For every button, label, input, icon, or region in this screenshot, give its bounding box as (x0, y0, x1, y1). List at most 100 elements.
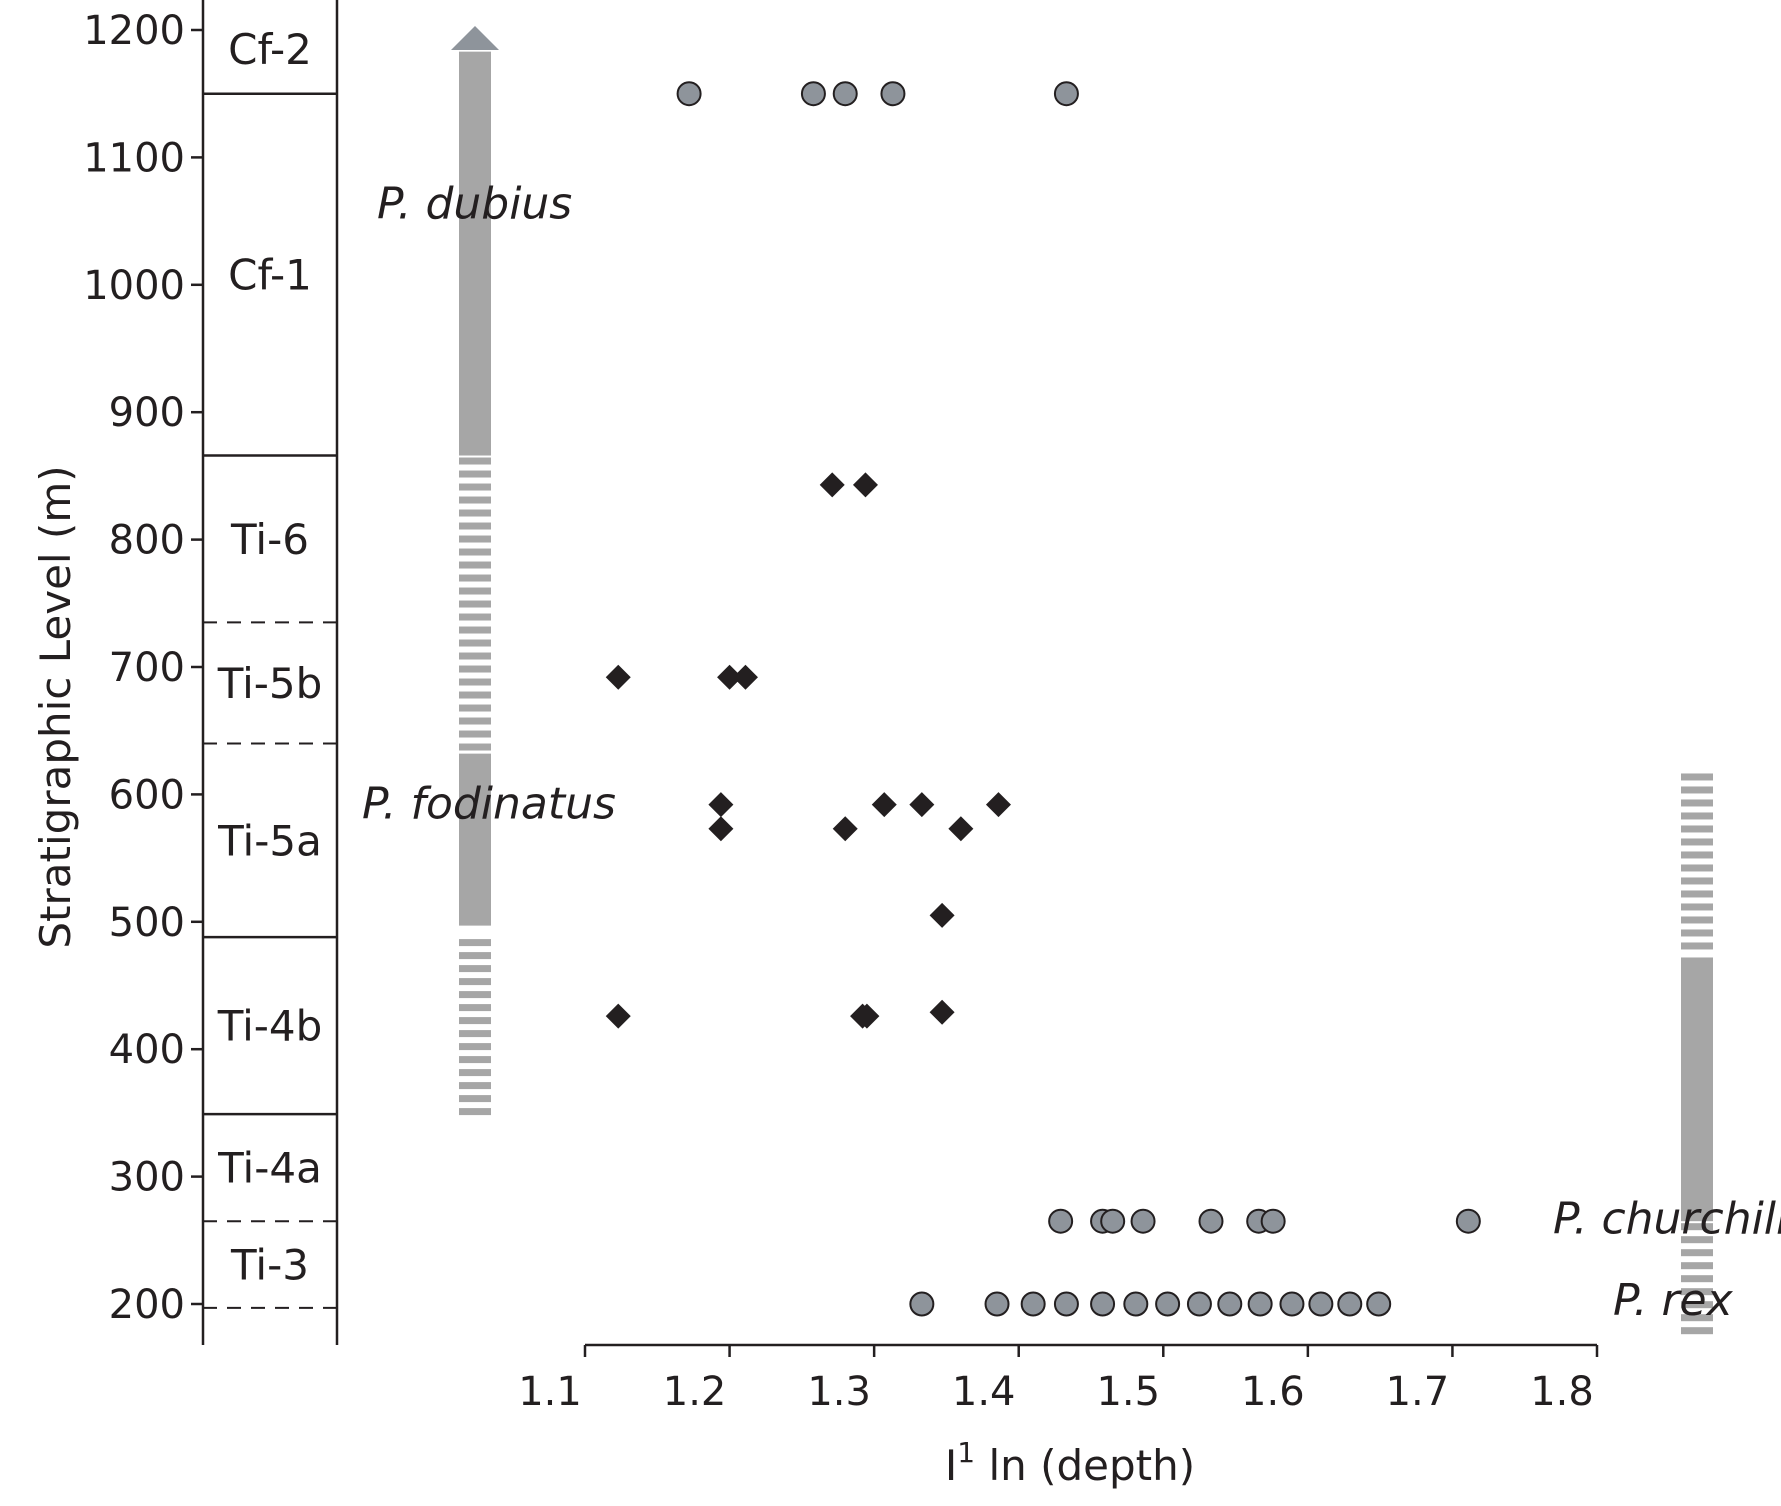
x-tick-label: 1.1 (518, 1369, 582, 1415)
range-bar-dash (459, 613, 491, 621)
circle-point (1247, 1291, 1273, 1317)
diamond-point (948, 816, 974, 842)
range-bar-dash (459, 743, 491, 751)
range-bar-dash (1681, 1314, 1713, 1322)
y-tick-label: 300 (109, 1155, 185, 1201)
range-bar-dash (459, 509, 491, 517)
range-bar-dash (1681, 1327, 1713, 1335)
stage-label: Cf-2 (228, 25, 312, 74)
range-bar-dash (459, 639, 491, 647)
diamond-point (985, 792, 1011, 818)
range-bar-dash (1681, 812, 1713, 820)
x-tick-label: 1.7 (1386, 1369, 1450, 1415)
range-bar-dash (459, 1082, 491, 1090)
range-bar-solid (459, 51, 491, 456)
stage-label: Ti-5a (217, 816, 322, 865)
circle-point (909, 1291, 935, 1317)
x-tick-label: 1.4 (952, 1369, 1016, 1415)
range-bar-dash (459, 652, 491, 660)
range-bar-dash (459, 548, 491, 556)
range-bar-dash (459, 1095, 491, 1103)
y-tick-label: 1100 (83, 135, 185, 181)
x-axis-title-base: I (945, 1441, 957, 1490)
taxon-label: P. dubius (377, 178, 572, 229)
range-bar-dash (459, 704, 491, 712)
range-bar-dash (459, 561, 491, 569)
range-bar-dash (459, 952, 491, 960)
range-bar-dash (459, 1004, 491, 1012)
range-bar-dash (459, 496, 491, 504)
y-tick-label: 400 (109, 1027, 185, 1073)
y-tick-label: 1200 (83, 8, 185, 54)
range-bar-dash (459, 1043, 491, 1051)
range-bar-dash (459, 730, 491, 738)
range-bar-dash (1681, 1262, 1713, 1270)
range-bar-dash (1681, 851, 1713, 859)
diamond-point (852, 472, 878, 498)
circle-point (1217, 1291, 1243, 1317)
stage-label: Ti-5b (217, 659, 323, 708)
range-bar-dash (1681, 916, 1713, 924)
range-bar-dash (1681, 799, 1713, 807)
diamond-point (708, 792, 734, 818)
circle-point (832, 81, 858, 107)
x-axis-title-superscript: 1 (957, 1436, 975, 1469)
circle-point (1366, 1291, 1392, 1317)
range-bar-dash (1681, 1301, 1713, 1309)
range-bar-dash (459, 1017, 491, 1025)
diamond-point (909, 792, 935, 818)
range-bar-dash (459, 574, 491, 582)
range-bar-dash (459, 600, 491, 608)
range-bar-dash (1681, 838, 1713, 846)
y-tick-label: 200 (109, 1282, 185, 1328)
x-tick-label: 1.3 (807, 1369, 871, 1415)
x-axis-title-rest: ln (depth) (975, 1441, 1195, 1490)
range-bar-dash (459, 691, 491, 699)
range-bar-dash (459, 1030, 491, 1038)
taxon-label: P. churchilli (1553, 1194, 1781, 1245)
diamond-point (929, 902, 955, 928)
range-bar-dash (1681, 773, 1713, 781)
range-bar-dash (459, 965, 491, 973)
circle-point (1337, 1291, 1363, 1317)
range-bar-dash (459, 626, 491, 634)
range-bar-dash (459, 1069, 491, 1077)
taxon-labels: P. dubius P. fodinatus P. churchilli P. rex (362, 178, 1781, 1326)
x-axis: 1.1 1.2 1.3 1.4 1.5 1.6 1.7 1.8 (518, 1343, 1599, 1415)
range-bar-dash (459, 939, 491, 947)
range-bar-dash (459, 978, 491, 986)
x-axis-title: I1 ln (depth) (945, 1436, 1195, 1490)
range-bar-solid (1681, 957, 1713, 1222)
range-bar-dash (1681, 890, 1713, 898)
range-bar-dash (459, 1108, 491, 1116)
y-tick-label: 700 (109, 645, 185, 691)
circle-point (1048, 1208, 1074, 1234)
taxon-label: P. fodinatus (362, 778, 616, 829)
circle-point (1198, 1208, 1224, 1234)
taxon-label: P. rex (1613, 1275, 1734, 1326)
circle-point (1455, 1208, 1481, 1234)
x-tick-label: 1.6 (1241, 1369, 1305, 1415)
circle-point (1100, 1208, 1126, 1234)
y-tick-label: 900 (109, 390, 185, 436)
diamond-point (717, 664, 743, 690)
circle-point (1053, 81, 1079, 107)
circle-point (1155, 1291, 1181, 1317)
range-bar-dash (1681, 929, 1713, 937)
circle-point (1186, 1291, 1212, 1317)
y-axis: 200 300 400 500 600 700 800 900 1000 1100 1200 (83, 8, 203, 1328)
y-axis-title: Stratigraphic Level (m) (31, 465, 80, 948)
circle-point (1053, 1291, 1079, 1317)
circle-point (1123, 1291, 1149, 1317)
range-bar-dash (459, 717, 491, 725)
diamond-point (819, 472, 845, 498)
diamond-point (854, 1003, 880, 1029)
diamond-point (605, 664, 631, 690)
circle-point (1279, 1291, 1305, 1317)
range-bar-dash (459, 470, 491, 478)
diamond-point (708, 816, 734, 842)
y-tick-label: 500 (109, 900, 185, 946)
range-bar-dash (459, 483, 491, 491)
circle-point (880, 81, 906, 107)
circle-point (676, 81, 702, 107)
